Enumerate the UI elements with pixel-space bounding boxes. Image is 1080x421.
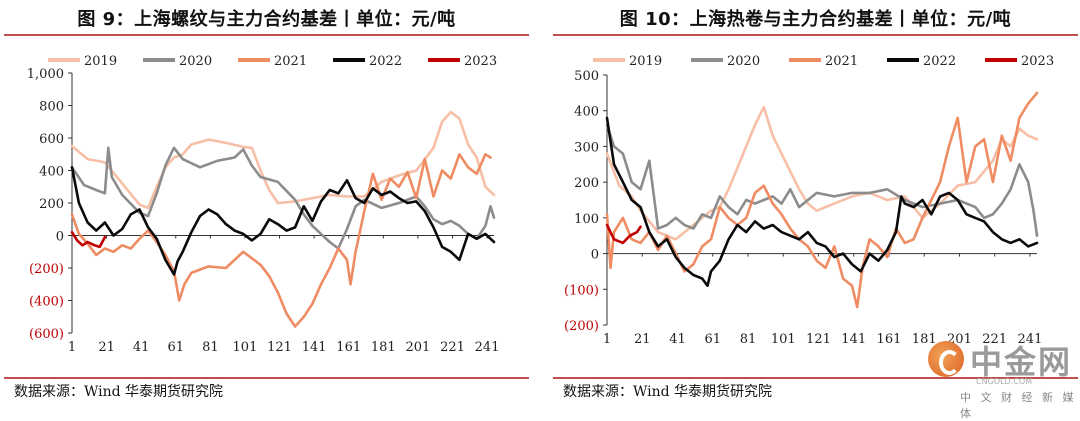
y-tick-label: 600 — [39, 132, 64, 147]
title-divider — [4, 34, 529, 36]
legend-label: 2021 — [825, 54, 858, 69]
legend-label: 2022 — [923, 54, 956, 69]
y-tick-label: 300 — [574, 140, 599, 155]
legend-label: 2020 — [727, 54, 760, 69]
cngold-logo-icon — [928, 341, 964, 377]
x-tick-label: 121 — [267, 340, 292, 355]
x-tick-label: 1 — [68, 340, 76, 355]
series-line-2023 — [70, 231, 107, 249]
chart-panel-rebar: 图 9：上海螺纹与主力合约基差丨单位：元/吨 2019 2020 2021 2022 2… — [4, 0, 529, 409]
x-tick-label: 241 — [1018, 332, 1043, 347]
y-tick-label: 0 — [56, 230, 64, 245]
watermark-name: 中金网 — [970, 343, 1073, 381]
series-line-2021 — [70, 153, 492, 328]
y-tick-label: 1,000 — [27, 67, 64, 82]
x-tick-label: 61 — [704, 332, 721, 347]
y-tick-label: 200 — [574, 176, 599, 191]
y-tick-label: (200) — [564, 319, 599, 334]
y-tick-label: 800 — [39, 100, 64, 115]
x-tick-label: 141 — [302, 340, 327, 355]
y-tick-label: 0 — [591, 248, 599, 263]
x-tick-label: 101 — [771, 332, 796, 347]
series-line-2022 — [605, 116, 1039, 287]
x-tick-label: 41 — [133, 340, 150, 355]
watermark-tagline: 中 文 财 经 新 媒 体 — [960, 391, 1077, 420]
y-tick-label: 500 — [574, 69, 599, 84]
x-tick-label: 101 — [233, 340, 258, 355]
legend-label: 2023 — [1021, 54, 1054, 69]
y-tick-label: (200) — [29, 262, 64, 277]
x-tick-label: 241 — [475, 340, 500, 355]
x-tick-label: 21 — [98, 340, 115, 355]
legend-label: 2022 — [369, 54, 402, 69]
series-line-2021 — [605, 91, 1039, 309]
title-divider — [553, 34, 1078, 36]
series-line-2019 — [70, 110, 496, 210]
chart-panel-hot-coil: 图 10：上海热卷与主力合约基差丨单位：元/吨 2019 2020 2021 2022… — [553, 0, 1078, 409]
source-divider — [4, 377, 529, 379]
x-tick-label: 181 — [371, 340, 396, 355]
series-line-2023 — [605, 223, 642, 245]
x-tick-label: 121 — [806, 332, 831, 347]
y-tick-label: 200 — [39, 197, 64, 212]
watermark-domain: CNGOLD.COM — [976, 377, 1033, 386]
chart-title: 图 9：上海螺纹与主力合约基差丨单位：元/吨 — [77, 9, 456, 30]
x-tick-label: 181 — [912, 332, 937, 347]
y-tick-label: 100 — [574, 212, 599, 227]
series-line-2022 — [70, 166, 496, 276]
y-tick-label: (600) — [29, 327, 64, 342]
series-line-2019 — [605, 105, 1039, 241]
x-tick-label: 1 — [603, 332, 611, 347]
x-tick-label: 81 — [202, 340, 219, 355]
data-source: 数据来源：Wind 华泰期货研究院 — [563, 384, 773, 400]
chart-title: 图 10：上海热卷与主力合约基差丨单位：元/吨 — [619, 9, 1012, 30]
x-tick-label: 161 — [877, 332, 902, 347]
y-tick-label: (400) — [29, 295, 64, 310]
x-tick-label: 161 — [336, 340, 361, 355]
legend-label: 2020 — [179, 54, 212, 69]
rebar-basis-chart: 2019 2020 2021 2022 2023 1,000 800 600 400 200 0 (2… — [27, 54, 500, 355]
legend-label: 2019 — [84, 54, 117, 69]
x-tick-label: 41 — [669, 332, 686, 347]
y-tick-label: (100) — [564, 283, 599, 298]
x-tick-label: 81 — [740, 332, 757, 347]
y-tick-label: 400 — [574, 105, 599, 120]
x-tick-label: 21 — [634, 332, 651, 347]
legend-label: 2023 — [464, 54, 497, 69]
legend-label: 2019 — [629, 54, 662, 69]
hot-coil-basis-chart: 2019 2020 2021 2022 2023 500 400 300 200 100 0 (100… — [564, 54, 1054, 347]
watermark: 中金网 CNGOLD.COM 中 文 财 经 新 媒 体 — [920, 335, 1080, 420]
x-tick-label: 61 — [167, 340, 184, 355]
x-tick-label: 221 — [440, 340, 465, 355]
x-tick-label: 221 — [982, 332, 1007, 347]
source-divider — [553, 377, 1078, 379]
legend-label: 2021 — [274, 54, 307, 69]
x-tick-label: 201 — [405, 340, 430, 355]
y-tick-label: 400 — [39, 165, 64, 180]
series-line-2020 — [605, 123, 1039, 237]
x-tick-label: 141 — [841, 332, 866, 347]
data-source: 数据来源：Wind 华泰期货研究院 — [14, 384, 224, 400]
